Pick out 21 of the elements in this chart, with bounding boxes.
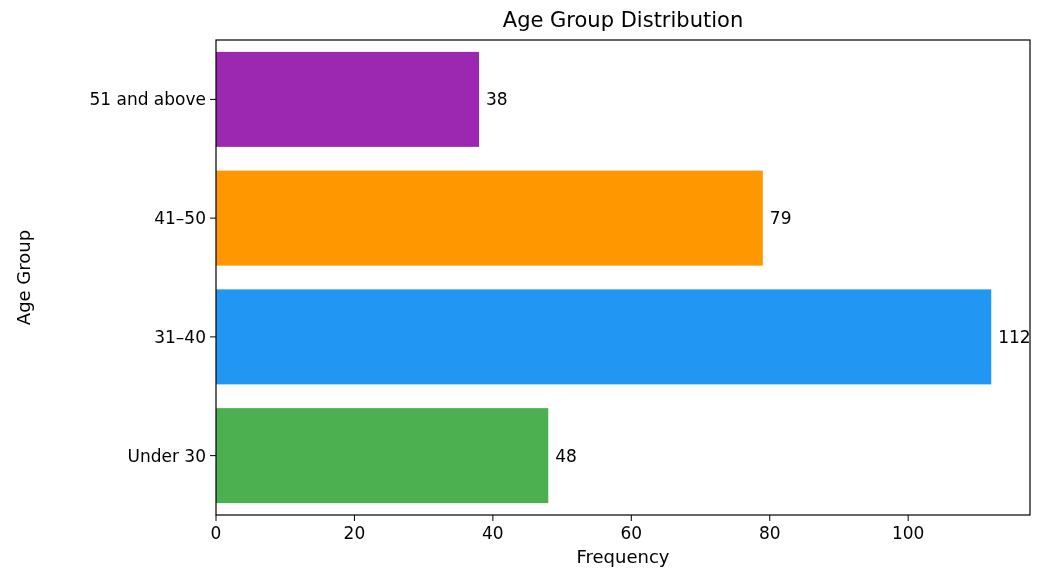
chart-title: Age Group Distribution (502, 8, 744, 32)
data-label: 48 (555, 445, 577, 466)
x-tick-label: 40 (482, 523, 504, 543)
bar (216, 289, 992, 385)
y-tick-label: 31–40 (154, 326, 206, 347)
x-tick-label: 100 (891, 523, 925, 543)
bar (216, 408, 549, 504)
x-tick-label: 80 (758, 523, 781, 543)
x-tick-label: 0 (210, 523, 222, 543)
y-tick-label: 51 and above (89, 89, 206, 110)
y-tick-label: Under 30 (127, 445, 206, 466)
bar (216, 170, 763, 266)
x-axis-title: Frequency (576, 546, 670, 567)
data-label: 112 (998, 326, 1031, 347)
x-tick-label: 20 (343, 523, 366, 543)
y-axis-title: Age Group (13, 229, 34, 326)
y-tick-label: 41–50 (154, 208, 206, 229)
x-tick-label: 60 (620, 523, 643, 543)
bar (216, 51, 480, 147)
data-label: 38 (486, 89, 508, 110)
data-label: 79 (769, 208, 792, 229)
